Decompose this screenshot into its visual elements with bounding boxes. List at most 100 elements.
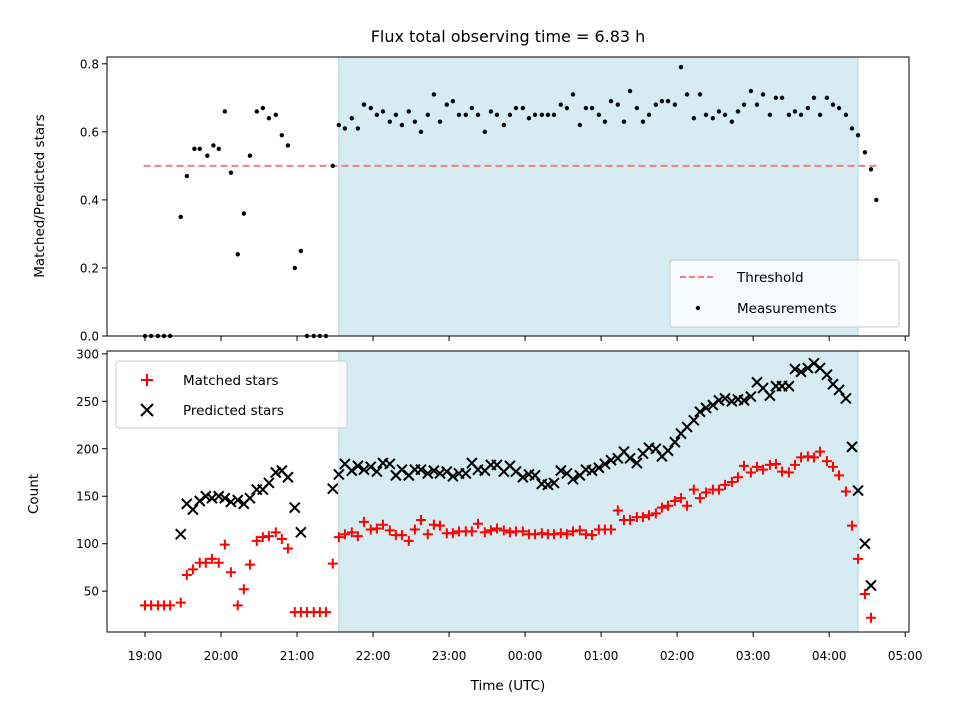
predicted-star-point	[865, 579, 877, 592]
measurement-point	[235, 252, 240, 257]
predicted-star-point	[219, 492, 231, 504]
measurement-point	[805, 105, 811, 111]
predicted-star-point	[333, 468, 345, 481]
measurement-point	[716, 109, 722, 114]
measurement-point	[205, 153, 210, 158]
matched-star-point	[726, 477, 737, 488]
measurement-point	[627, 88, 633, 94]
measurement-point	[874, 197, 879, 203]
predicted-star-point	[555, 464, 567, 477]
bottom-legend-box	[115, 360, 348, 429]
matched-star-point	[219, 539, 230, 550]
measurement-point	[387, 119, 392, 124]
measurement-point	[222, 109, 228, 114]
measurement-point	[475, 112, 481, 118]
bottom-plot-frame	[106, 350, 910, 633]
xtick-label: 20:00	[204, 649, 239, 663]
legend-measurements-swatch	[695, 305, 701, 311]
measurement-point	[570, 92, 576, 97]
measurement-point	[729, 119, 735, 124]
measurement-point	[418, 129, 424, 135]
measurement-point	[197, 146, 202, 152]
predicted-star-point	[415, 463, 427, 476]
legend-measurements-label: Measurements	[737, 301, 837, 317]
legend-threshold-label: Threshold	[736, 270, 804, 286]
matched-star-point	[669, 495, 680, 506]
measurement-point	[703, 112, 709, 118]
bottom-y-axis-label: Count	[26, 474, 42, 514]
measurement-point	[273, 112, 278, 118]
top-y-axis-label: Matched/Predicted stars	[32, 114, 48, 277]
predicted-star-point	[783, 380, 795, 392]
matched-star-point	[745, 467, 756, 478]
predicted-star-point	[605, 454, 617, 466]
measurement-point	[380, 109, 386, 114]
measurement-point	[741, 102, 747, 107]
matched-star-point	[200, 557, 211, 568]
matched-star-point	[263, 531, 274, 542]
measurement-point	[444, 102, 450, 107]
measurement-point	[406, 109, 411, 114]
matched-star-point	[834, 470, 845, 481]
measurement-point	[178, 214, 183, 220]
bottom-ytick-label: 300	[76, 347, 99, 361]
predicted-star-point	[352, 460, 364, 472]
predicted-star-point	[624, 452, 636, 464]
measurement-point	[602, 119, 608, 124]
matched-star-point	[587, 530, 598, 541]
predicted-star-point	[422, 467, 434, 480]
xtick-label: 02:00	[660, 649, 695, 663]
measurement-point	[349, 116, 354, 121]
bottom-ytick-label: 50	[84, 585, 99, 599]
predicted-star-point	[289, 501, 301, 514]
predicted-star-point	[460, 467, 472, 480]
matched-star-point	[491, 523, 502, 534]
top-legend-box	[669, 259, 900, 328]
matched-star-point	[739, 460, 750, 471]
matched-star-point	[637, 512, 648, 523]
measurement-point	[659, 99, 665, 104]
predicted-star-point	[846, 441, 858, 453]
predicted-star-point	[859, 538, 871, 550]
matched-star-point	[751, 461, 762, 472]
predicted-star-point	[548, 477, 560, 489]
measurement-point	[469, 105, 475, 111]
matched-star-point	[320, 607, 331, 618]
predicted-star-point	[282, 471, 294, 483]
predicted-star-point	[358, 463, 370, 476]
measurement-point	[266, 116, 272, 121]
predicted-star-point	[434, 467, 446, 480]
top-ytick-label: 0.2	[80, 261, 99, 275]
measurement-point	[843, 112, 849, 118]
measurement-point	[431, 92, 437, 97]
matched-star-point	[251, 535, 262, 546]
legend-predicted-label: Predicted stars	[183, 403, 284, 419]
matched-stars-group	[140, 446, 876, 623]
measurement-point	[463, 112, 469, 118]
matched-star-point	[644, 510, 655, 521]
predicted-star-point	[631, 457, 643, 469]
measurement-point	[501, 122, 507, 128]
measurement-point	[184, 173, 190, 179]
predicted-star-point	[428, 464, 440, 477]
measurement-point	[665, 99, 671, 104]
measurement-point	[760, 92, 766, 97]
matched-star-point	[625, 514, 636, 525]
measurement-point	[260, 105, 266, 111]
measurement-point	[653, 102, 659, 107]
measurement-point	[608, 99, 614, 104]
measurements-group	[142, 65, 879, 339]
matched-star-point	[701, 487, 712, 498]
matched-star-point	[333, 532, 344, 543]
measurement-point	[192, 146, 197, 152]
measurement-point	[488, 109, 494, 114]
measurement-point	[336, 122, 342, 128]
matched-star-point	[859, 589, 870, 600]
matched-star-point	[574, 525, 585, 536]
measurement-point	[792, 109, 798, 114]
top-ytick-label: 0.6	[80, 125, 99, 139]
measurement-point	[279, 133, 285, 138]
top-panel: Flux total observing time = 6.83 h 0.00.…	[32, 27, 910, 344]
chart-title: Flux total observing time = 6.83 h	[371, 27, 646, 46]
measurement-point	[355, 126, 361, 131]
